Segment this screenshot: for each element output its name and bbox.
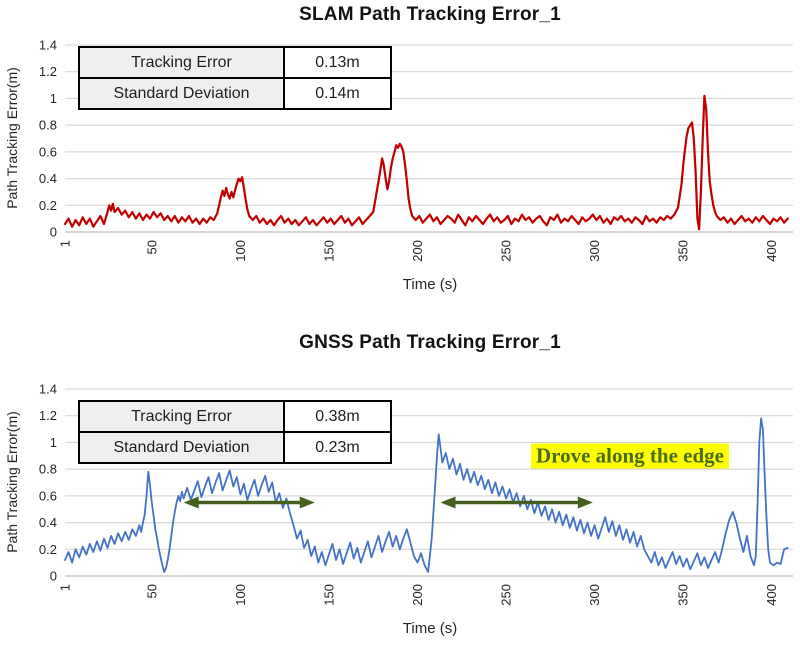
gnss-error-line <box>64 417 789 573</box>
y-tick-label: 0.2 <box>39 542 57 557</box>
stats-row: Standard Deviation 0.14m <box>78 77 392 110</box>
stats-row: Tracking Error 0.38m <box>78 400 392 433</box>
x-tick-label: 1 <box>58 584 73 591</box>
y-tick-label: 1.4 <box>39 38 57 53</box>
y-tick-label: 0.6 <box>39 144 57 159</box>
y-tick-label: 1 <box>50 91 57 106</box>
tracking-error-value: 0.38m <box>283 400 392 433</box>
x-tick-label: 200 <box>410 584 425 606</box>
x-tick-label: 100 <box>233 240 248 262</box>
x-tick-label: 400 <box>764 584 779 606</box>
x-tick-label: 250 <box>499 584 514 606</box>
range-arrow <box>440 496 593 509</box>
slam-x-axis-label: Time (s) <box>402 276 458 293</box>
tracking-error-label: Tracking Error <box>78 400 285 433</box>
standard-deviation-value: 0.14m <box>283 77 392 110</box>
tracking-error-value: 0.13m <box>283 46 392 79</box>
gnss-x-axis-label: Time (s) <box>402 620 458 637</box>
standard-deviation-label: Standard Deviation <box>78 431 285 464</box>
slam-chart-section: SLAM Path Tracking Error_1 Tracking Erro… <box>0 0 800 322</box>
y-tick-label: 0.8 <box>39 118 57 133</box>
tracking-error-label: Tracking Error <box>78 46 285 79</box>
y-tick-label: 0.4 <box>39 171 57 186</box>
y-tick-label: 1.2 <box>39 408 57 423</box>
slam-stats-table: Tracking Error 0.13m Standard Deviation … <box>78 46 392 110</box>
x-tick-label: 300 <box>587 584 602 606</box>
x-tick-label: 300 <box>587 240 602 262</box>
gnss-chart-section: GNSS Path Tracking Error_1 Tracking Erro… <box>0 328 800 650</box>
y-tick-label: 0 <box>50 225 57 240</box>
x-tick-label: 100 <box>233 584 248 606</box>
range-arrow <box>183 496 315 509</box>
stats-row: Tracking Error 0.13m <box>78 46 392 79</box>
x-tick-label: 50 <box>144 584 159 598</box>
stats-row: Standard Deviation 0.23m <box>78 431 392 464</box>
x-tick-label: 350 <box>676 584 691 606</box>
chart-svg-1: 00.20.40.60.811.21.41 50 100 150 200 250 300 35… <box>39 382 793 606</box>
slam-error-line <box>63 94 789 231</box>
x-tick-label: 250 <box>499 240 514 262</box>
y-tick-label: 0.4 <box>39 515 57 530</box>
edge-annotation: Drove along the edge <box>530 443 730 469</box>
standard-deviation-label: Standard Deviation <box>78 77 285 110</box>
x-tick-label: 200 <box>410 240 425 262</box>
x-tick-label: 1 <box>58 240 73 247</box>
standard-deviation-value: 0.23m <box>283 431 392 464</box>
y-tick-label: 0.6 <box>39 488 57 503</box>
y-tick-label: 1 <box>50 435 57 450</box>
y-tick-label: 1.4 <box>39 382 57 397</box>
x-tick-label: 350 <box>676 240 691 262</box>
y-tick-label: 0 <box>50 569 57 584</box>
gnss-stats-table: Tracking Error 0.38m Standard Deviation … <box>78 400 392 464</box>
x-tick-label: 50 <box>144 240 159 254</box>
x-tick-label: 150 <box>321 240 336 262</box>
y-tick-label: 0.2 <box>39 198 57 213</box>
gnss-chart-title: GNSS Path Tracking Error_1 <box>299 332 561 353</box>
x-tick-label: 400 <box>764 240 779 262</box>
y-tick-label: 0.8 <box>39 462 57 477</box>
slam-chart-title: SLAM Path Tracking Error_1 <box>299 4 561 25</box>
y-tick-label: 1.2 <box>39 64 57 79</box>
x-tick-label: 150 <box>321 584 336 606</box>
